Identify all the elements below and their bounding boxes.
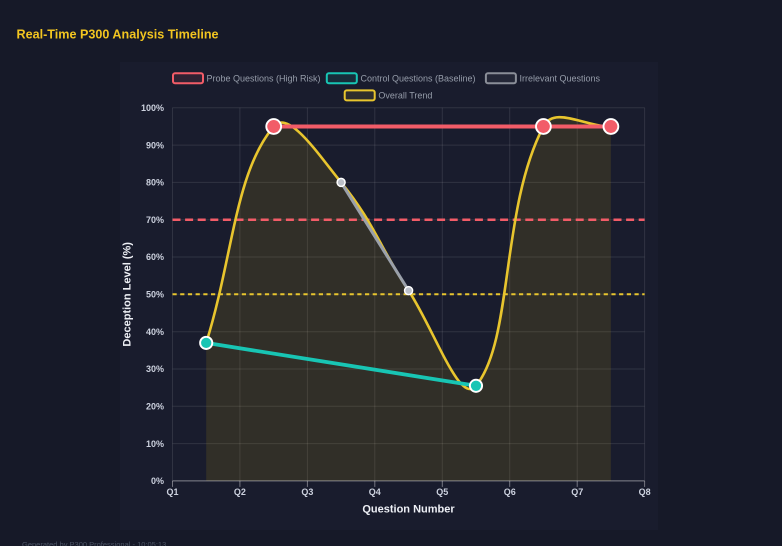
svg-text:100%: 100% bbox=[141, 103, 164, 113]
svg-text:Irrelevant Questions: Irrelevant Questions bbox=[520, 73, 601, 83]
svg-text:Q5: Q5 bbox=[436, 487, 448, 497]
svg-text:0%: 0% bbox=[151, 476, 164, 486]
svg-text:40%: 40% bbox=[146, 327, 164, 337]
svg-text:10%: 10% bbox=[146, 439, 164, 449]
svg-text:Question Number: Question Number bbox=[362, 504, 455, 516]
svg-text:Control Questions (Baseline): Control Questions (Baseline) bbox=[361, 73, 476, 83]
svg-text:Q2: Q2 bbox=[234, 487, 246, 497]
svg-text:Q6: Q6 bbox=[504, 487, 516, 497]
svg-text:Generated by P300 Professional: Generated by P300 Professional - 10:05:1… bbox=[22, 540, 166, 546]
svg-text:30%: 30% bbox=[146, 364, 164, 374]
svg-text:Q1: Q1 bbox=[166, 487, 178, 497]
svg-text:Q8: Q8 bbox=[639, 487, 651, 497]
svg-text:50%: 50% bbox=[146, 290, 164, 300]
svg-text:Q7: Q7 bbox=[571, 487, 583, 497]
svg-text:Q4: Q4 bbox=[369, 487, 381, 497]
svg-text:20%: 20% bbox=[146, 402, 164, 412]
svg-text:Probe Questions (High Risk): Probe Questions (High Risk) bbox=[207, 73, 321, 83]
svg-text:Deception Level (%): Deception Level (%) bbox=[122, 242, 134, 347]
svg-text:Overall Trend: Overall Trend bbox=[378, 91, 432, 101]
svg-text:70%: 70% bbox=[146, 215, 164, 225]
svg-text:90%: 90% bbox=[146, 140, 164, 150]
svg-text:Real-Time P300 Analysis Timeli: Real-Time P300 Analysis Timeline bbox=[17, 27, 219, 41]
svg-text:Q3: Q3 bbox=[301, 487, 313, 497]
svg-text:80%: 80% bbox=[146, 178, 164, 188]
svg-text:60%: 60% bbox=[146, 252, 164, 262]
